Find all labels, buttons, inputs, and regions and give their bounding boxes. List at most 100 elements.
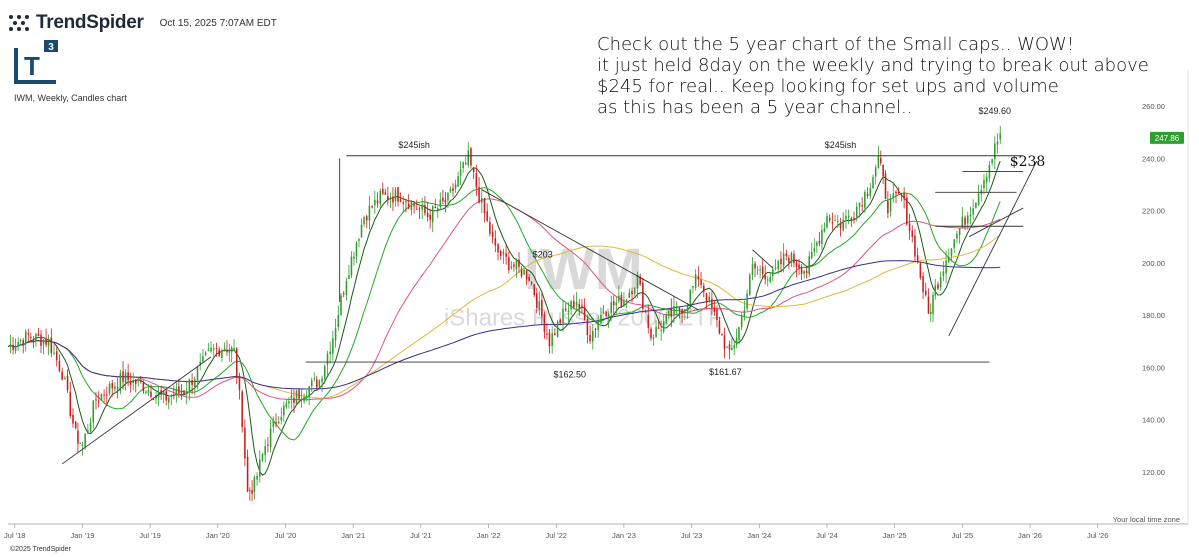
candle-body: [170, 395, 173, 397]
candle-body: [332, 338, 334, 354]
candle-body: [972, 208, 974, 215]
candle-body: [502, 251, 505, 255]
candle-body: [795, 262, 798, 267]
candle-body: [816, 242, 818, 246]
x-tick-label: Jan '24: [747, 531, 771, 540]
candle-body: [735, 337, 738, 346]
candle-body: [594, 328, 597, 330]
candle-body: [628, 292, 631, 298]
candle-body: [929, 311, 932, 314]
candle-body: [202, 356, 204, 362]
candle-body: [183, 390, 185, 395]
candle-body: [884, 173, 887, 199]
candle-body: [662, 320, 665, 332]
candle-body: [132, 380, 134, 384]
candle-body: [147, 389, 150, 393]
candle-body: [69, 391, 72, 417]
candle-body: [934, 285, 937, 296]
candle-body: [290, 395, 293, 400]
candle-body: [828, 217, 831, 221]
candle-body: [612, 301, 615, 306]
candle-body: [280, 417, 283, 421]
candle-body: [221, 350, 223, 358]
candle-body: [586, 318, 589, 336]
candle-body: [454, 184, 457, 189]
candle-body: [583, 306, 586, 321]
candle-body: [826, 216, 828, 228]
candle-body: [667, 310, 670, 316]
candle-body: [821, 230, 823, 245]
candle-body: [497, 244, 499, 253]
candle-body: [371, 206, 373, 208]
candle-body: [462, 162, 464, 168]
candle-body: [924, 290, 927, 295]
candle-body: [966, 215, 969, 224]
candle-body: [226, 350, 228, 353]
candle-body: [303, 396, 305, 402]
candle-body: [723, 335, 726, 350]
y-tick-label: 160.00: [1142, 363, 1165, 372]
candle-body: [788, 257, 790, 264]
candle-body: [625, 299, 628, 302]
candle-body: [700, 279, 702, 285]
x-tick-label: Jul '25: [952, 531, 973, 540]
candle-body: [559, 319, 562, 324]
candle-body: [413, 204, 415, 207]
candle-body: [660, 329, 662, 331]
candle-body: [14, 346, 17, 352]
x-tick-label: Jan '21: [341, 531, 365, 540]
chart-subtitle: IWM, Weekly, Candles chart: [14, 93, 127, 103]
candle-body: [405, 201, 407, 203]
candle-body: [218, 349, 220, 356]
candle-body: [199, 361, 202, 366]
candle-body: [308, 386, 310, 398]
candle-body: [721, 333, 723, 336]
candle-body: [486, 211, 488, 221]
candle-body: [389, 198, 392, 200]
candle-body: [999, 133, 1002, 140]
candle-body: [437, 207, 439, 210]
candle-body: [340, 295, 342, 316]
candle-body: [127, 372, 129, 381]
candle-body: [887, 201, 889, 214]
candle-body: [518, 259, 520, 267]
candle-body: [785, 253, 788, 256]
candle-body: [523, 269, 525, 275]
candle-body: [355, 243, 358, 257]
candle-body: [754, 263, 756, 269]
candle-body: [702, 285, 705, 293]
candle-body: [100, 393, 103, 400]
candle-body: [861, 205, 863, 207]
candle-body: [525, 270, 528, 280]
candle-body: [22, 340, 25, 346]
candle-body: [467, 150, 470, 166]
candle-body: [358, 239, 360, 241]
candle-body: [673, 305, 675, 316]
candle-body: [977, 193, 980, 206]
candle-body: [447, 192, 449, 201]
candle-body: [766, 279, 769, 281]
candle-body: [845, 215, 847, 219]
note-line-3: $245 for real.. Keep looking for set ups…: [597, 76, 1059, 97]
local-time-zone: Your local time zone: [1113, 515, 1180, 524]
x-tick-label: Jan '20: [206, 531, 230, 540]
candle-body: [249, 490, 251, 492]
candle-body: [285, 403, 288, 408]
price-annotation: $161.67: [709, 367, 742, 377]
candle-body: [953, 239, 955, 248]
candle-body: [293, 397, 295, 403]
candle-body: [652, 337, 655, 339]
candle-body: [426, 212, 429, 218]
candle-body: [718, 320, 721, 334]
candle-body: [607, 314, 610, 318]
header: TrendSpider Oct 15, 2025 7:07AM EDT: [8, 12, 277, 34]
candle-body: [210, 347, 212, 352]
x-tick-label: Jan '19: [70, 531, 94, 540]
candle-body: [145, 391, 147, 394]
candle-body: [942, 271, 945, 277]
candle-body: [650, 328, 652, 339]
candle-body: [764, 275, 766, 280]
x-tick-label: Jul '20: [275, 531, 296, 540]
candle-body: [869, 188, 872, 197]
